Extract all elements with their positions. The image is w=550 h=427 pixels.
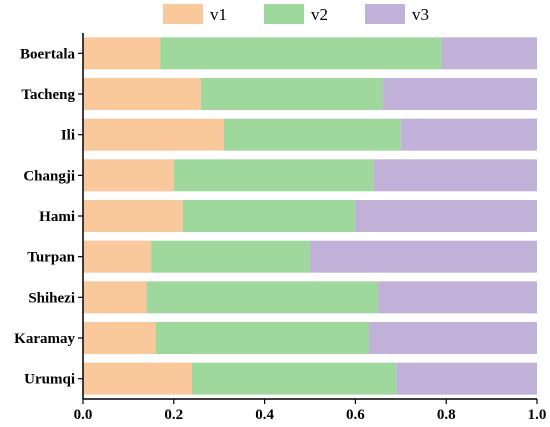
- bar-ili-v3: [401, 119, 537, 151]
- x-tick-label-0: 0.0: [74, 407, 93, 423]
- bar-boertala-v3: [442, 37, 537, 69]
- category-label-karamay: Karamay: [14, 331, 75, 347]
- category-label-urumqi: Urumqi: [24, 372, 75, 388]
- bar-shihezi-v1: [83, 281, 147, 313]
- category-label-hami: Hami: [39, 209, 75, 225]
- bar-turpan-v1: [83, 241, 151, 273]
- bar-turpan-v2: [151, 241, 310, 273]
- bar-shihezi-v3: [378, 281, 537, 313]
- x-tick-label-2: 0.4: [255, 407, 274, 423]
- bar-changji-v1: [83, 159, 174, 191]
- x-tick-label-5: 1.0: [528, 407, 547, 423]
- bar-changji-v3: [374, 159, 537, 191]
- bar-urumqi-v1: [83, 363, 192, 395]
- bar-changji-v2: [174, 159, 374, 191]
- bar-hami-v2: [183, 200, 356, 232]
- bar-boertala-v1: [83, 37, 160, 69]
- bar-turpan-v3: [310, 241, 537, 273]
- category-label-ili: Ili: [61, 128, 75, 144]
- legend-label-v3: v3: [412, 5, 429, 24]
- bar-hami-v3: [355, 200, 537, 232]
- legend: v1 v2 v3: [163, 4, 429, 24]
- bar-hami-v1: [83, 200, 183, 232]
- bar-boertala-v2: [160, 37, 441, 69]
- bar-urumqi-v2: [192, 363, 396, 395]
- category-label-changji: Changji: [23, 168, 75, 184]
- bar-karamay-v2: [156, 322, 369, 354]
- bar-karamay-v3: [369, 322, 537, 354]
- bar-urumqi-v3: [396, 363, 537, 395]
- legend-swatch-v2: [264, 4, 304, 24]
- bar-ili-v2: [224, 119, 401, 151]
- category-label-boertala: Boertala: [20, 46, 75, 62]
- legend-swatch-v1: [163, 4, 203, 24]
- bar-shihezi-v2: [147, 281, 379, 313]
- x-tick-label-4: 0.8: [437, 407, 456, 423]
- legend-label-v1: v1: [210, 5, 227, 24]
- bar-tacheng-v2: [201, 78, 383, 110]
- bars-group: Boertala Tacheng Ili Changji Hami Turpan Shihe…: [14, 37, 537, 394]
- x-tick-label-3: 0.6: [346, 407, 365, 423]
- category-label-shihezi: Shihezi: [28, 290, 75, 306]
- bar-ili-v1: [83, 119, 224, 151]
- bar-tacheng-v3: [383, 78, 537, 110]
- legend-swatch-v3: [365, 4, 405, 24]
- bar-tacheng-v1: [83, 78, 201, 110]
- category-label-tacheng: Tacheng: [21, 87, 75, 103]
- legend-label-v2: v2: [311, 5, 328, 24]
- x-tick-label-1: 0.2: [164, 407, 183, 423]
- category-label-turpan: Turpan: [27, 250, 75, 266]
- bar-karamay-v1: [83, 322, 156, 354]
